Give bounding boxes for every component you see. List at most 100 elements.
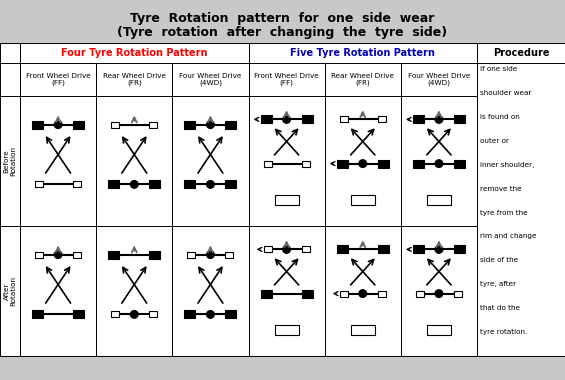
Bar	[351, 325, 375, 335]
Bar	[337, 160, 347, 168]
Bar	[378, 116, 386, 122]
Text: rim and change: rim and change	[480, 233, 537, 239]
Circle shape	[283, 116, 290, 123]
Bar	[416, 291, 424, 297]
Bar	[378, 160, 389, 168]
Bar	[302, 246, 310, 252]
Bar	[184, 180, 195, 188]
Text: Four Wheel Drive
(4WD): Four Wheel Drive (4WD)	[408, 73, 470, 86]
Bar	[108, 250, 119, 259]
Circle shape	[131, 180, 138, 188]
Circle shape	[359, 160, 367, 168]
Circle shape	[54, 121, 62, 128]
Bar	[249, 96, 325, 226]
Text: Before
Rotation: Before Rotation	[3, 146, 16, 176]
Circle shape	[435, 116, 443, 123]
Text: Five Tyre Rotation Pattern: Five Tyre Rotation Pattern	[290, 48, 435, 58]
Bar	[249, 226, 325, 356]
Bar	[73, 310, 84, 318]
Bar	[454, 160, 465, 168]
Bar	[477, 43, 565, 63]
Bar	[351, 195, 375, 205]
Bar	[0, 0, 565, 43]
Bar	[149, 122, 157, 128]
Text: remove the: remove the	[480, 185, 521, 192]
Bar	[275, 195, 298, 205]
Circle shape	[131, 310, 138, 318]
Text: After
Rotation: After Rotation	[3, 276, 16, 306]
Bar	[302, 290, 312, 298]
Text: If one side: If one side	[480, 66, 518, 72]
Bar	[32, 120, 43, 128]
Text: tyre from the: tyre from the	[480, 209, 528, 215]
Bar	[302, 161, 310, 166]
Bar	[477, 63, 565, 356]
Bar	[184, 120, 195, 128]
Circle shape	[207, 310, 214, 318]
Bar	[0, 63, 20, 96]
Bar	[275, 325, 298, 335]
Bar	[20, 43, 249, 63]
Bar	[20, 63, 96, 96]
Bar	[249, 63, 325, 96]
Text: inner shoulder,: inner shoulder,	[480, 162, 534, 168]
Bar	[96, 96, 172, 226]
Text: (Tyre  rotation  after  changing  the  tyre  side): (Tyre rotation after changing the tyre s…	[118, 26, 447, 39]
Circle shape	[435, 245, 443, 253]
Circle shape	[359, 290, 367, 298]
Circle shape	[207, 251, 214, 258]
Bar	[225, 252, 233, 258]
Bar	[454, 245, 465, 253]
Text: Four Wheel Drive
(4WD): Four Wheel Drive (4WD)	[179, 73, 242, 86]
Bar	[172, 96, 249, 226]
Bar	[96, 63, 172, 96]
Bar	[184, 310, 195, 318]
Text: outer or: outer or	[480, 138, 509, 144]
Bar	[149, 180, 160, 188]
Bar	[378, 245, 389, 253]
Bar	[111, 311, 119, 317]
Text: tyre, after: tyre, after	[480, 281, 516, 287]
Bar	[225, 310, 236, 318]
Bar	[302, 116, 312, 124]
Bar	[427, 325, 451, 335]
Bar	[172, 226, 249, 356]
Bar	[73, 252, 81, 258]
Bar	[264, 246, 272, 252]
Circle shape	[435, 160, 443, 168]
Circle shape	[435, 290, 443, 298]
Bar	[73, 120, 84, 128]
Bar	[35, 181, 43, 187]
Bar	[454, 116, 465, 124]
Bar	[413, 160, 424, 168]
Text: Front Wheel Drive
(FF): Front Wheel Drive (FF)	[254, 73, 319, 86]
Circle shape	[283, 245, 290, 253]
Bar	[0, 43, 20, 63]
Circle shape	[54, 251, 62, 258]
Bar	[149, 250, 160, 259]
Text: Tyre  Rotation  pattern  for  one  side  wear: Tyre Rotation pattern for one side wear	[131, 12, 434, 25]
Bar	[249, 43, 477, 63]
Text: Rear Wheel Drive
(FR): Rear Wheel Drive (FR)	[331, 73, 394, 86]
Bar	[378, 291, 386, 297]
Bar	[401, 226, 477, 356]
Bar	[260, 290, 272, 298]
Text: Procedure: Procedure	[493, 48, 549, 58]
Bar	[325, 96, 401, 226]
Bar	[401, 96, 477, 226]
Bar	[96, 226, 172, 356]
Text: tyre rotation.: tyre rotation.	[480, 329, 527, 335]
Circle shape	[207, 121, 214, 128]
Bar	[413, 116, 424, 124]
Text: side of the: side of the	[480, 257, 518, 263]
Bar	[0, 96, 20, 226]
Bar	[0, 226, 20, 356]
Text: shoulder wear: shoulder wear	[480, 90, 531, 96]
Text: is found on: is found on	[480, 114, 520, 120]
Bar	[188, 252, 195, 258]
Circle shape	[207, 180, 214, 188]
Bar	[225, 180, 236, 188]
Bar	[401, 63, 477, 96]
Bar	[35, 252, 43, 258]
Bar	[413, 245, 424, 253]
